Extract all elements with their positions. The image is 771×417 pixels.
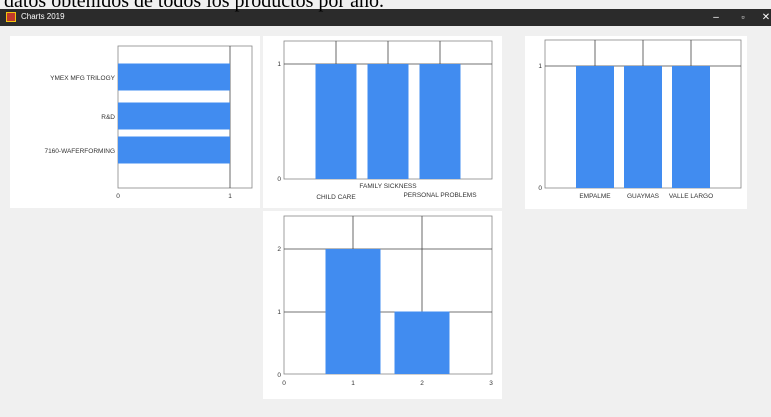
bar-ymex-mfg-trilogy xyxy=(118,63,230,91)
x-category-label: EMPALME xyxy=(579,193,611,200)
category-label: 7160-WAFERFORMING xyxy=(44,148,115,155)
close-button[interactable]: ✕ xyxy=(761,12,771,23)
x-tick-label: 3 xyxy=(489,380,493,387)
bar-x-2 xyxy=(394,311,450,374)
window-content: YMEX MFG TRILOGY R&D 7160-WAFERFORMING 0… xyxy=(0,26,771,417)
y-tick-label: 0 xyxy=(277,372,281,379)
maximize-button[interactable]: ▫ xyxy=(741,12,745,22)
x-tick-label: 2 xyxy=(420,380,424,387)
y-tick-label: 0 xyxy=(277,176,281,183)
chart-3: 1 0 EMPALME GUAYMAS VALLE LARGO xyxy=(538,39,742,200)
bar-family-sickness xyxy=(367,64,409,179)
y-tick-label: 2 xyxy=(277,246,281,253)
bar-child-care xyxy=(315,64,357,179)
bar-empalme xyxy=(576,66,614,188)
x-category-label: VALLE LARGO xyxy=(669,193,713,200)
chart-panel-4: 2 1 0 0 1 2 3 xyxy=(263,211,502,399)
x-tick-label: 0 xyxy=(282,380,286,387)
plot-area xyxy=(283,215,493,375)
window-titlebar[interactable]: Charts 2019 – ▫ ✕ xyxy=(0,9,771,26)
bar-valle-largo xyxy=(672,66,710,188)
chart-panel-3: 1 0 EMPALME GUAYMAS VALLE LARGO xyxy=(525,36,747,209)
bar-x-1 xyxy=(325,249,381,374)
chart-panel-2: 1 0 CHILD CARE FAMILY SICKNESS PERSONAL … xyxy=(263,36,502,208)
bar-7160-waferforming xyxy=(118,136,230,164)
x-category-label: FAMILY SICKNESS xyxy=(359,183,417,190)
x-category-label: CHILD CARE xyxy=(316,194,356,201)
chart-panel-1: YMEX MFG TRILOGY R&D 7160-WAFERFORMING 0… xyxy=(10,36,260,208)
bar-guaymas xyxy=(624,66,662,188)
category-label: R&D xyxy=(101,114,115,121)
y-tick-label: 0 xyxy=(538,185,542,192)
category-label: YMEX MFG TRILOGY xyxy=(50,75,116,82)
x-tick-label: 1 xyxy=(351,380,355,387)
chart-2: 1 0 CHILD CARE FAMILY SICKNESS PERSONAL … xyxy=(277,40,493,201)
bar-r-and-d xyxy=(118,102,230,130)
x-category-label: PERSONAL PROBLEMS xyxy=(403,192,477,199)
page-caption: datos obtenidos de todos los productos p… xyxy=(4,0,384,12)
chart-4: 2 1 0 0 1 2 3 xyxy=(277,215,493,387)
x-category-label: GUAYMAS xyxy=(627,193,660,200)
app-icon xyxy=(6,12,16,22)
bar-personal-problems xyxy=(419,64,461,179)
y-tick-label: 1 xyxy=(277,309,281,316)
chart-1: YMEX MFG TRILOGY R&D 7160-WAFERFORMING 0… xyxy=(44,45,253,200)
window-title: Charts 2019 xyxy=(21,12,65,21)
x-tick-label: 1 xyxy=(228,193,232,200)
minimize-button[interactable]: – xyxy=(713,12,719,23)
y-tick-label: 1 xyxy=(538,63,542,70)
y-tick-label: 1 xyxy=(277,61,281,68)
x-tick-label: 0 xyxy=(116,193,120,200)
